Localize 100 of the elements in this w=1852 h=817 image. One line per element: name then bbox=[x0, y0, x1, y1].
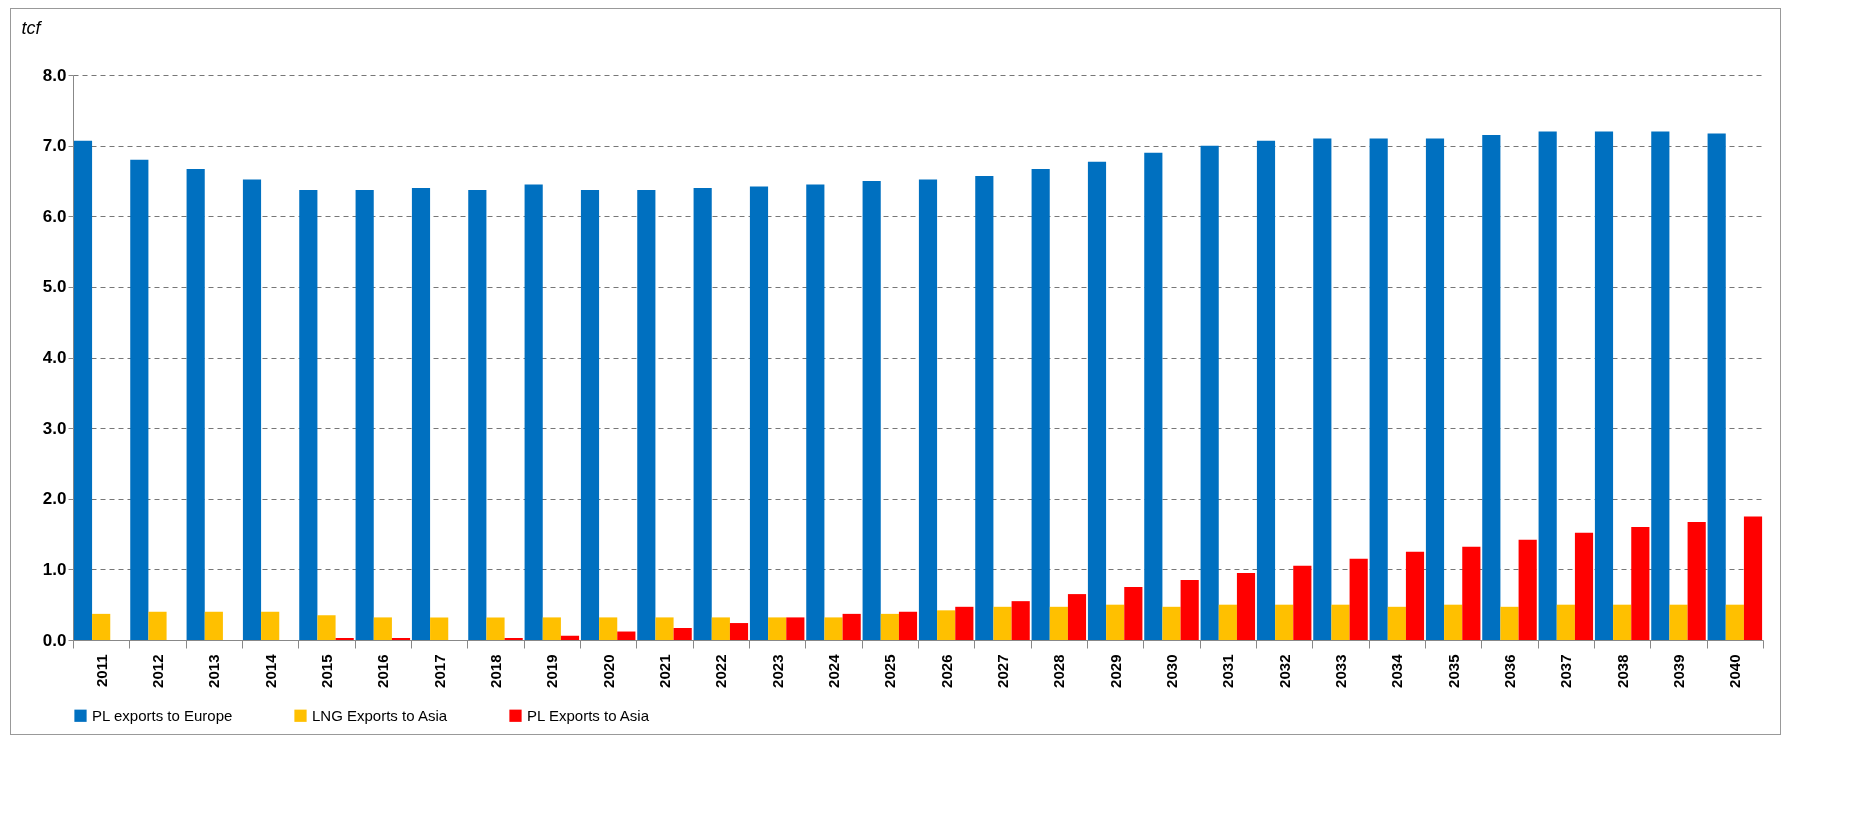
bar bbox=[1425, 138, 1445, 640]
bar bbox=[1124, 587, 1143, 640]
x-tick-label: 2016 bbox=[374, 654, 392, 688]
bar bbox=[880, 613, 899, 640]
x-tick-label: 2031 bbox=[1219, 654, 1237, 688]
bar bbox=[373, 617, 392, 640]
bar bbox=[1444, 604, 1463, 640]
bar bbox=[391, 637, 411, 640]
x-tick-label: 2035 bbox=[1444, 654, 1462, 688]
bar bbox=[655, 617, 674, 640]
x-tick-label: 2012 bbox=[149, 654, 166, 688]
bar bbox=[504, 637, 523, 640]
x-tick-label: 2014 bbox=[261, 653, 279, 688]
bar bbox=[1067, 594, 1087, 640]
bar bbox=[261, 611, 280, 640]
y-tick-label: 4.0 bbox=[42, 348, 67, 367]
y-tick-label: 2.0 bbox=[42, 489, 67, 509]
bar bbox=[637, 190, 656, 640]
x-tick-label: 2011 bbox=[92, 654, 110, 688]
bar bbox=[1200, 145, 1219, 640]
x-tick-label: 2029 bbox=[1106, 654, 1124, 688]
bar bbox=[1556, 604, 1575, 640]
bar bbox=[1462, 546, 1481, 640]
bar bbox=[1725, 604, 1744, 640]
bar bbox=[1669, 604, 1688, 640]
bar bbox=[786, 617, 805, 640]
bar bbox=[1743, 516, 1763, 640]
x-tick-label: 2039 bbox=[1670, 654, 1687, 688]
bar bbox=[335, 637, 354, 640]
bar bbox=[955, 606, 974, 640]
bar bbox=[937, 610, 956, 640]
x-tick-label: 2013 bbox=[205, 654, 223, 688]
bar bbox=[824, 617, 843, 640]
bar bbox=[1500, 606, 1519, 640]
bar bbox=[1275, 604, 1294, 640]
bar bbox=[242, 179, 262, 640]
x-tick-label: 2025 bbox=[881, 654, 899, 688]
bar bbox=[1293, 565, 1312, 640]
x-tick-label: 2033 bbox=[1332, 654, 1349, 688]
bar bbox=[1162, 606, 1181, 640]
bar bbox=[317, 615, 336, 640]
bar bbox=[411, 188, 431, 640]
bar bbox=[617, 631, 636, 640]
bar bbox=[542, 617, 561, 640]
bar bbox=[73, 140, 93, 640]
x-tick-label: 2034 bbox=[1388, 653, 1406, 688]
legend-label: PL exports to Europe bbox=[92, 706, 233, 724]
bar bbox=[693, 188, 712, 640]
bar bbox=[1538, 131, 1557, 640]
legend-label: LNG Exports to Asia bbox=[312, 706, 448, 724]
bar bbox=[862, 180, 881, 640]
bar bbox=[1369, 138, 1388, 640]
x-tick-label: 2040 bbox=[1726, 654, 1744, 688]
bar bbox=[1613, 604, 1632, 640]
x-tick-label: 2021 bbox=[656, 654, 673, 688]
bar bbox=[130, 159, 149, 640]
x-tick-label: 2017 bbox=[430, 654, 448, 688]
bar bbox=[204, 611, 223, 640]
bar bbox=[1387, 606, 1406, 640]
bar bbox=[1144, 152, 1163, 640]
bar bbox=[1313, 138, 1332, 640]
bar bbox=[1482, 135, 1501, 640]
bar bbox=[1031, 168, 1050, 640]
bar bbox=[749, 186, 769, 640]
y-tick-label: 6.0 bbox=[42, 206, 67, 226]
x-tick-label: 2015 bbox=[318, 654, 335, 688]
bar bbox=[711, 617, 730, 640]
bar bbox=[1349, 558, 1368, 640]
x-tick-label: 2030 bbox=[1163, 654, 1180, 688]
y-tick-label: 1.0 bbox=[42, 559, 67, 579]
bar bbox=[768, 617, 787, 640]
bar bbox=[1651, 131, 1670, 640]
bar bbox=[524, 184, 543, 640]
y-tick-label: 5.0 bbox=[42, 277, 67, 297]
bar bbox=[806, 184, 825, 640]
bar bbox=[1218, 604, 1237, 640]
x-tick-label: 2032 bbox=[1275, 654, 1293, 688]
bar bbox=[1687, 522, 1706, 640]
bar bbox=[148, 611, 167, 640]
bar bbox=[299, 190, 318, 640]
x-tick-label: 2037 bbox=[1557, 654, 1575, 688]
bar bbox=[673, 627, 692, 640]
x-tick-label: 2027 bbox=[994, 654, 1011, 688]
x-tick-label: 2019 bbox=[543, 654, 561, 688]
bar bbox=[560, 635, 580, 640]
x-tick-label: 2028 bbox=[1050, 654, 1068, 688]
x-tick-label: 2022 bbox=[712, 654, 730, 688]
bar bbox=[580, 190, 600, 640]
bar bbox=[1594, 131, 1614, 640]
x-tick-label: 2023 bbox=[768, 654, 786, 688]
bar bbox=[993, 606, 1012, 640]
bar bbox=[918, 179, 938, 640]
bar bbox=[898, 611, 918, 640]
bar bbox=[1256, 140, 1276, 640]
bar bbox=[468, 190, 487, 640]
bar bbox=[599, 617, 618, 640]
bar bbox=[975, 175, 994, 640]
bar bbox=[1236, 572, 1256, 640]
bar bbox=[486, 617, 505, 640]
x-tick-label: 2026 bbox=[937, 654, 955, 688]
